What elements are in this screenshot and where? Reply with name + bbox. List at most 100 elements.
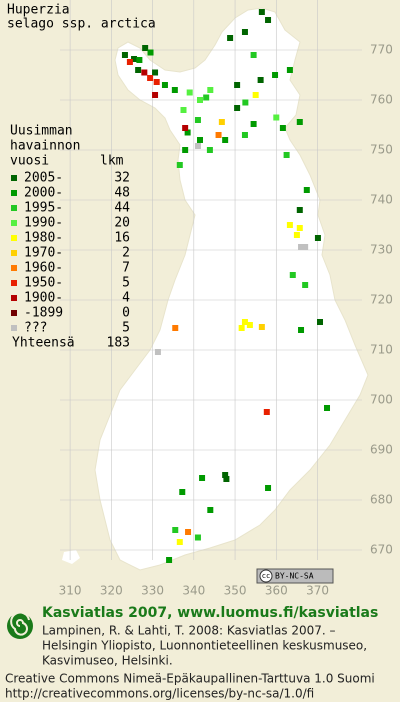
occurrence-square bbox=[279, 125, 286, 131]
badge-text: BY-NC-SA bbox=[275, 572, 314, 581]
occurrence-square bbox=[317, 319, 323, 325]
legend-period: 1950- bbox=[24, 276, 63, 291]
occurrence-square bbox=[252, 92, 259, 98]
occurrence-square bbox=[176, 539, 183, 545]
occurrence-square bbox=[194, 117, 201, 123]
occurrence-square bbox=[234, 82, 241, 88]
citation: Helsingin Yliopisto, Luonnontieteellinen… bbox=[42, 639, 367, 653]
occurrence-square bbox=[153, 79, 160, 85]
badge-cc: cc bbox=[262, 572, 270, 580]
legend-marker bbox=[11, 310, 17, 316]
legend-marker bbox=[11, 280, 17, 286]
y-tick-label: 690 bbox=[370, 443, 393, 457]
occurrence-square bbox=[234, 105, 241, 111]
legend-period: 2000- bbox=[24, 186, 63, 201]
legend-marker bbox=[11, 205, 17, 211]
occurrence-square bbox=[302, 244, 309, 250]
occurrence-square bbox=[250, 52, 257, 58]
legend-marker bbox=[11, 175, 17, 181]
species: Huperzia bbox=[7, 3, 70, 18]
x-tick-label: 320 bbox=[100, 584, 123, 598]
legend-count: 16 bbox=[114, 231, 130, 246]
occurrence-square bbox=[298, 244, 305, 250]
occurrence-square bbox=[176, 162, 183, 168]
occurrence-square bbox=[194, 143, 201, 149]
total-label: Yhteensä bbox=[12, 336, 75, 351]
legend-period: 1990- bbox=[24, 216, 63, 231]
legend-heading: havainnon bbox=[10, 139, 80, 154]
x-tick-label: 340 bbox=[182, 584, 205, 598]
occurrence-square bbox=[246, 322, 253, 328]
occurrence-square bbox=[136, 57, 143, 63]
occurrence-square bbox=[199, 475, 206, 481]
x-tick-label: 310 bbox=[59, 584, 82, 598]
occurrence-square bbox=[207, 87, 214, 93]
occurrence-square bbox=[171, 87, 178, 93]
occurrence-square bbox=[141, 69, 148, 76]
legend-count: 2 bbox=[122, 246, 130, 261]
occurrence-square bbox=[302, 282, 309, 288]
legend-period: 1970- bbox=[24, 246, 63, 261]
occurrence-square bbox=[166, 557, 173, 563]
legend-period: 1960- bbox=[24, 261, 63, 276]
occurrence-square bbox=[207, 507, 214, 513]
occurrence-square bbox=[296, 207, 303, 213]
occurrence-square bbox=[286, 222, 293, 228]
occurrence-square bbox=[265, 17, 272, 23]
y-tick-label: 730 bbox=[370, 243, 393, 257]
occurrence-square bbox=[286, 67, 293, 73]
x-tick-label: 350 bbox=[224, 584, 247, 598]
occurrence-square bbox=[218, 119, 225, 125]
occurrence-square bbox=[222, 137, 229, 143]
occurrence-square bbox=[131, 56, 138, 62]
legend-count: 44 bbox=[114, 201, 130, 216]
legend-count: 4 bbox=[122, 291, 130, 306]
occurrence-square bbox=[250, 121, 257, 127]
legend-count: 0 bbox=[122, 306, 130, 321]
occurrence-square bbox=[289, 272, 296, 278]
legend-count: 20 bbox=[114, 216, 130, 231]
occurrence-square bbox=[182, 147, 189, 153]
legend-period: 1980- bbox=[24, 231, 63, 246]
legend-marker bbox=[11, 190, 17, 196]
occurrence-square bbox=[126, 59, 133, 65]
legend-period: ??? bbox=[24, 321, 47, 336]
occurrence-square bbox=[152, 92, 159, 98]
y-tick-label: 700 bbox=[370, 393, 393, 407]
occurrence-square bbox=[293, 232, 300, 238]
occurrence-square bbox=[147, 49, 154, 56]
occurrence-square bbox=[197, 97, 203, 103]
license-url: http://creativecommons.org/licenses/by-n… bbox=[5, 687, 314, 701]
legend-count: 32 bbox=[114, 171, 130, 186]
badge-circle bbox=[259, 569, 273, 583]
occurrence-square bbox=[314, 235, 321, 241]
occurrence-square bbox=[298, 327, 305, 333]
occurrence-square bbox=[227, 35, 234, 41]
occurrence-square bbox=[182, 125, 189, 131]
x-tick-label: 330 bbox=[141, 584, 164, 598]
y-tick-label: 670 bbox=[370, 543, 393, 557]
occurrence-square bbox=[194, 534, 201, 541]
footer-title: Kasviatlas 2007, www.luomus.fi/kasviatla… bbox=[42, 605, 378, 621]
occurrence-square bbox=[238, 325, 245, 331]
logo bbox=[7, 611, 33, 639]
occurrence-square bbox=[206, 147, 213, 153]
occurrence-square bbox=[154, 349, 161, 355]
occurrence-square bbox=[241, 29, 248, 35]
occurrence-square bbox=[296, 119, 303, 125]
occurrence-square bbox=[179, 489, 186, 495]
legend-marker bbox=[11, 250, 17, 256]
aland-islands bbox=[62, 550, 80, 564]
legend-marker bbox=[11, 265, 17, 271]
y-tick-label: 750 bbox=[370, 143, 393, 157]
occurrence-square bbox=[180, 107, 187, 113]
y-tick-label: 760 bbox=[370, 93, 393, 107]
occurrence-square bbox=[152, 69, 159, 76]
legend-marker bbox=[11, 295, 17, 301]
y-tick-label: 710 bbox=[370, 343, 393, 357]
legend-count: 48 bbox=[114, 186, 130, 201]
y-tick-label: 740 bbox=[370, 193, 393, 207]
occurrence-square bbox=[172, 527, 179, 533]
occurrence-square bbox=[215, 132, 222, 138]
